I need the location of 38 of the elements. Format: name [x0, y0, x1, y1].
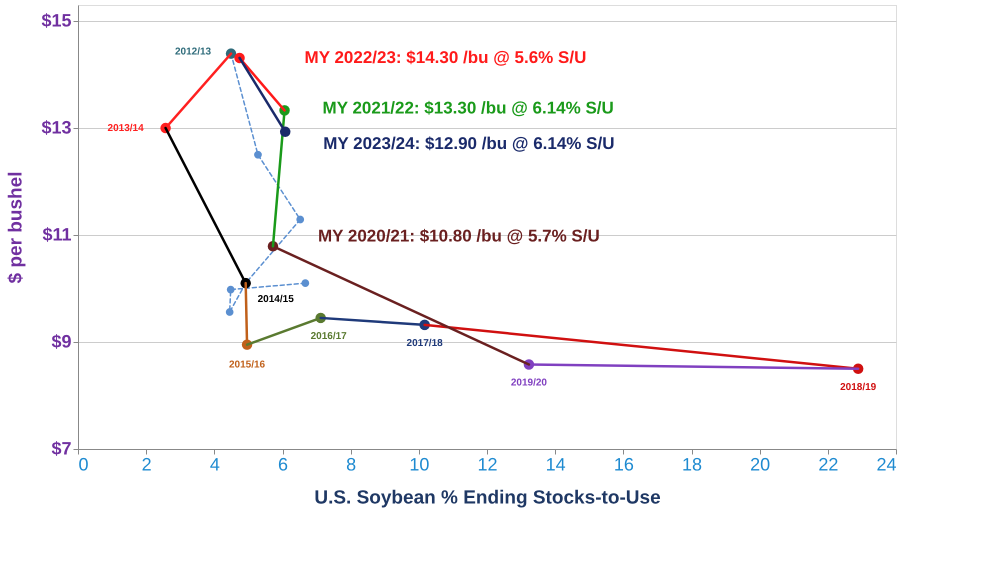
- point: [296, 216, 304, 224]
- x-tick-label: 24: [876, 454, 896, 474]
- x-tick-label: 20: [750, 454, 770, 474]
- series-label: 2014/15: [258, 294, 294, 306]
- y-tick-label: $15: [41, 10, 72, 31]
- x-axis-title: U.S. Soybean % Ending Stocks-to-Use: [314, 488, 661, 508]
- text: MY 2022/23: $14.30 /bu @ 5.6% S/U: [304, 48, 586, 67]
- series-label: MY 2021/22: $13.30 /bu @ 6.14% S/U: [322, 98, 614, 118]
- y-tick-label: $9: [51, 332, 72, 352]
- x-tick-label: 14: [546, 454, 566, 474]
- series-label: 2013/14: [108, 123, 144, 134]
- point: [226, 308, 234, 316]
- series-label: 2019/20: [510, 377, 548, 388]
- x-tick-label: 6: [278, 454, 288, 474]
- y-axis-title: $ per bushel: [5, 172, 26, 284]
- x-tick-label: 22: [818, 454, 838, 474]
- series-label: 2018/19: [840, 382, 877, 393]
- series-label: 2015/16: [228, 360, 266, 371]
- x-tick-label: 2: [142, 454, 152, 474]
- x-tick-label: 4: [210, 454, 220, 474]
- x-tick-label: 16: [614, 454, 634, 474]
- point: [280, 126, 290, 138]
- point: [226, 286, 235, 294]
- x-tick-label: 12: [477, 454, 498, 474]
- y-tick-label: $13: [41, 118, 72, 138]
- series-label: 2016/17: [310, 330, 348, 342]
- x-tick-label: 10: [409, 454, 430, 474]
- point: [301, 279, 310, 288]
- series-label: 2012/13: [174, 46, 212, 58]
- y-tick-label: $11: [42, 224, 72, 245]
- y-tick-label: $7: [51, 438, 72, 458]
- series-label: MY 2020/21: $10.80 /bu @ 5.7% S/U: [318, 226, 600, 246]
- series-label: MY 2023/24: $12.90 /bu @ 6.14% S/U: [323, 134, 614, 153]
- series-label: 2017/18: [406, 338, 444, 349]
- point: [254, 150, 262, 159]
- x-tick-label: 8: [346, 454, 356, 474]
- x-tick-label: 18: [682, 454, 702, 474]
- x-tick-label: 0: [78, 454, 89, 474]
